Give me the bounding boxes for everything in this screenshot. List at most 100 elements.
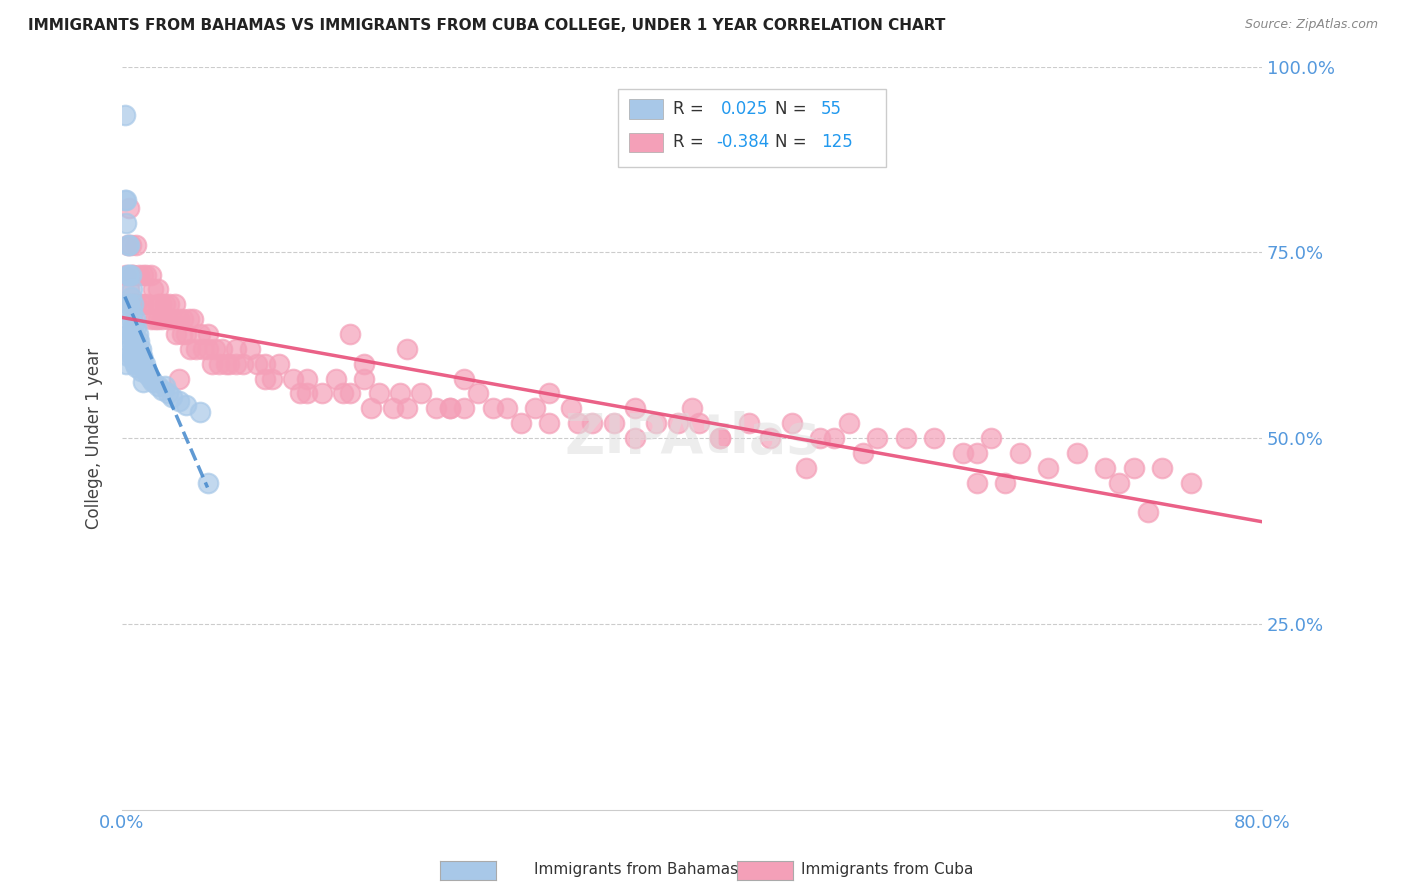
Point [153, 297, 176, 311]
Point [688, 416, 710, 430]
Point [567, 416, 589, 430]
Point [121, 297, 143, 311]
Text: -0.384: -0.384 [716, 134, 769, 152]
Point [239, 342, 262, 356]
Point [115, 357, 138, 371]
Point [122, 297, 145, 311]
Point [139, 371, 162, 385]
Point [170, 327, 193, 342]
Point [132, 376, 155, 390]
Point [172, 312, 194, 326]
Point [150, 383, 173, 397]
Point [186, 342, 208, 356]
Point [780, 416, 803, 430]
Point [142, 376, 165, 390]
Point [645, 416, 668, 430]
Point [994, 475, 1017, 490]
Point [311, 386, 333, 401]
Point [118, 201, 141, 215]
Point [125, 319, 148, 334]
Point [980, 431, 1002, 445]
Point [367, 386, 389, 401]
Point [332, 386, 354, 401]
Point [118, 238, 141, 252]
Point [132, 353, 155, 368]
Point [808, 431, 831, 445]
Point [1038, 460, 1060, 475]
Point [201, 357, 224, 371]
Text: N =: N = [775, 134, 807, 152]
Point [114, 194, 136, 208]
Point [139, 312, 162, 326]
Point [246, 357, 269, 371]
Point [118, 342, 141, 356]
Y-axis label: College, Under 1 year: College, Under 1 year [86, 348, 103, 529]
Point [1066, 446, 1088, 460]
Point [225, 342, 247, 356]
Point [481, 401, 503, 416]
Point [117, 297, 139, 311]
FancyBboxPatch shape [617, 89, 886, 167]
Point [125, 297, 148, 311]
Point [120, 334, 142, 349]
Point [143, 312, 166, 326]
Point [125, 238, 148, 252]
Point [165, 327, 187, 342]
Point [167, 393, 190, 408]
Point [794, 460, 817, 475]
Point [177, 312, 200, 326]
Point [136, 368, 159, 382]
Point [281, 371, 304, 385]
Text: 0.025: 0.025 [720, 100, 768, 118]
Point [120, 238, 142, 252]
Point [602, 416, 624, 430]
Point [118, 283, 141, 297]
Point [124, 312, 146, 326]
Text: Source: ZipAtlas.com: Source: ZipAtlas.com [1244, 18, 1378, 31]
Point [117, 327, 139, 342]
Point [225, 357, 247, 371]
Point [267, 357, 290, 371]
Point [124, 297, 146, 311]
Point [120, 290, 142, 304]
Point [117, 349, 139, 363]
Point [146, 379, 169, 393]
Point [624, 431, 647, 445]
Point [128, 334, 150, 349]
Point [339, 327, 361, 342]
Point [453, 371, 475, 385]
Point [253, 357, 276, 371]
Point [894, 431, 917, 445]
Point [208, 357, 231, 371]
Point [495, 401, 517, 416]
Point [121, 268, 143, 282]
Point [167, 371, 190, 385]
Point [360, 401, 382, 416]
Point [215, 357, 238, 371]
Point [120, 312, 142, 326]
Point [115, 268, 138, 282]
Point [125, 338, 148, 352]
Point [128, 268, 150, 282]
Point [118, 319, 141, 334]
Point [666, 416, 689, 430]
Point [118, 297, 141, 311]
Point [297, 386, 319, 401]
Point [1122, 460, 1144, 475]
Point [122, 342, 145, 356]
Text: IMMIGRANTS FROM BAHAMAS VS IMMIGRANTS FROM CUBA COLLEGE, UNDER 1 YEAR CORRELATIO: IMMIGRANTS FROM BAHAMAS VS IMMIGRANTS FR… [28, 18, 945, 33]
Point [120, 268, 142, 282]
Text: N =: N = [775, 100, 807, 118]
FancyBboxPatch shape [630, 133, 664, 152]
Point [395, 342, 418, 356]
Point [121, 305, 143, 319]
Point [381, 401, 404, 416]
Point [838, 416, 860, 430]
Point [411, 386, 433, 401]
FancyBboxPatch shape [630, 99, 664, 119]
Point [1180, 475, 1202, 490]
Text: R =: R = [672, 100, 703, 118]
Point [121, 327, 143, 342]
Point [117, 238, 139, 252]
Point [121, 283, 143, 297]
